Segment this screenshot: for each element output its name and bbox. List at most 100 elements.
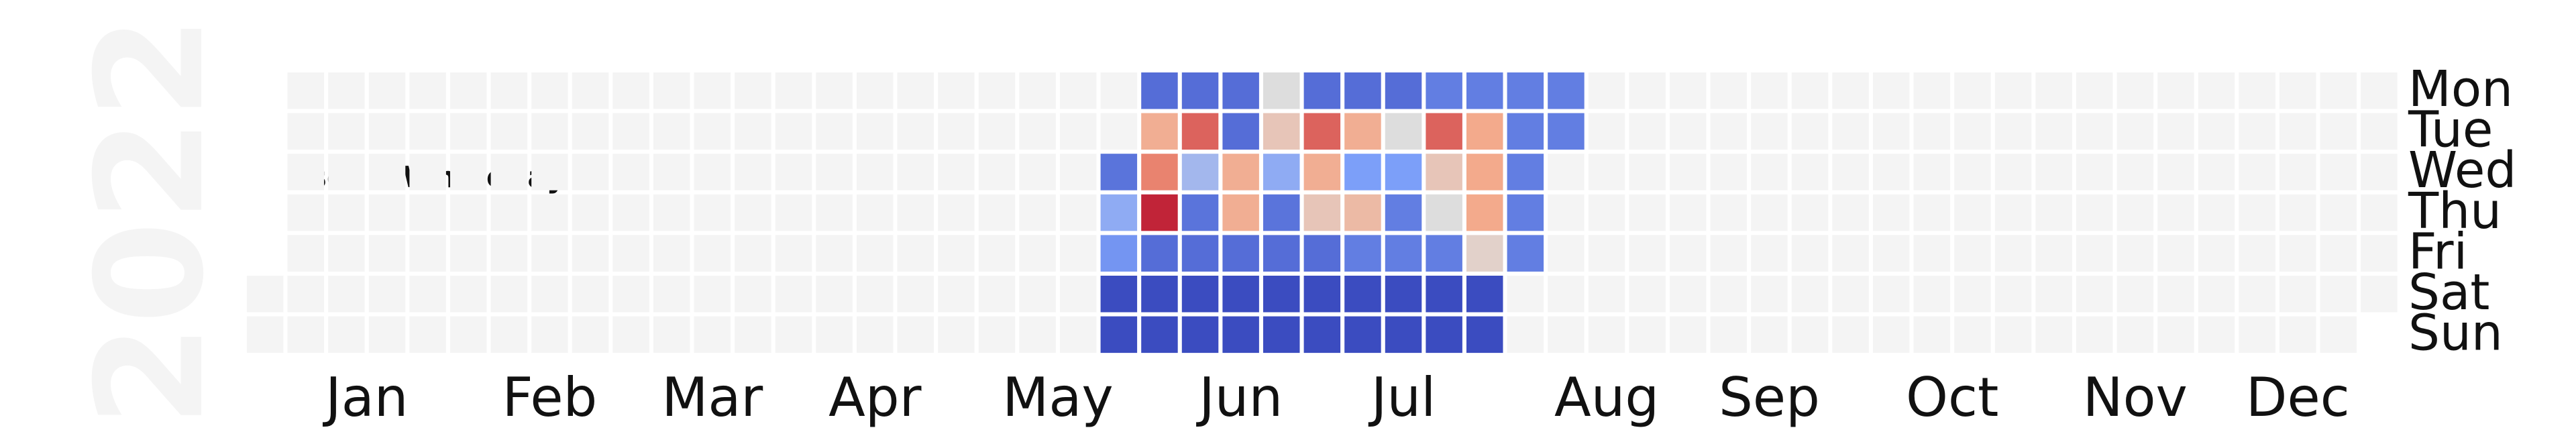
heatmap-cell — [694, 154, 731, 190]
heatmap-cell — [653, 235, 690, 272]
heatmap-cell — [1751, 316, 1788, 353]
heatmap-cell — [1019, 316, 1056, 353]
heatmap-cell — [572, 276, 609, 313]
heatmap-cell — [1751, 154, 1788, 190]
heatmap-cell — [2157, 72, 2194, 109]
heatmap-cell — [2035, 316, 2072, 353]
heatmap-cell — [775, 154, 812, 190]
heatmap-cell — [1385, 235, 1422, 272]
heatmap-cell — [1832, 316, 1869, 353]
heatmap-cell — [735, 316, 771, 353]
heatmap-cell — [2116, 276, 2154, 313]
heatmap-cell — [450, 194, 487, 231]
heatmap-cell — [1426, 235, 1462, 272]
heatmap-cell — [1100, 154, 1138, 190]
heatmap-cell — [1670, 113, 1707, 150]
heatmap-cell — [2157, 113, 2194, 150]
heatmap-cell — [2157, 235, 2194, 272]
heatmap-cell — [1873, 113, 1910, 150]
weekday-label: Thu — [2408, 182, 2502, 240]
heatmap-cell — [2035, 72, 2072, 109]
heatmap-cell — [1954, 316, 1991, 353]
heatmap-cell — [1873, 72, 1910, 109]
heatmap-cell — [2361, 154, 2398, 190]
heatmap-cell — [1548, 194, 1585, 231]
weekday-label: Tue — [2408, 101, 2493, 159]
heatmap-cell — [735, 72, 771, 109]
heatmap-cell — [1466, 276, 1503, 313]
heatmap-cell — [2279, 235, 2316, 272]
heatmap-cell — [531, 316, 568, 353]
heatmap-cell — [857, 276, 894, 313]
heatmap-cell — [2076, 113, 2113, 150]
heatmap-cell — [1873, 154, 1910, 190]
heatmap-cell — [1832, 154, 1869, 190]
heatmap-cell — [490, 113, 528, 150]
heatmap-cell — [653, 113, 690, 150]
heatmap-cell — [450, 72, 487, 109]
heatmap-cell — [694, 113, 731, 150]
heatmap-cell — [1100, 316, 1138, 353]
heatmap-cell — [816, 235, 853, 272]
heatmap-cell — [2076, 194, 2113, 231]
heatmap-cell — [1548, 72, 1585, 109]
heatmap-cell — [816, 194, 853, 231]
heatmap-cell — [978, 113, 1016, 150]
heatmap-cell — [2320, 276, 2357, 313]
heatmap-cell — [1181, 316, 1219, 353]
heatmap-cell — [1710, 316, 1748, 353]
heatmap-cell — [775, 276, 812, 313]
heatmap-cell — [1507, 72, 1544, 109]
heatmap-cell — [612, 154, 649, 190]
heatmap-cell — [409, 72, 446, 109]
heatmap-cell — [978, 194, 1016, 231]
heatmap-cell — [1344, 113, 1381, 150]
heatmap-cell — [1629, 316, 1666, 353]
heatmap-cell — [978, 276, 1016, 313]
heatmap-cell — [1507, 113, 1544, 150]
heatmap-cell — [1588, 276, 1625, 313]
heatmap-cell — [287, 154, 325, 190]
heatmap-cell — [816, 154, 853, 190]
heatmap-cell — [2116, 235, 2154, 272]
heatmap-cell — [1344, 316, 1381, 353]
heatmap-cell — [938, 154, 975, 190]
heatmap-cell — [1222, 276, 1259, 313]
heatmap-cell — [938, 235, 975, 272]
heatmap-cell — [328, 316, 365, 353]
heatmap-cell — [1832, 194, 1869, 231]
heatmap-cell — [1954, 113, 1991, 150]
heatmap-cell — [735, 154, 771, 190]
heatmap-cell — [2239, 276, 2275, 313]
heatmap-cell — [1994, 194, 2032, 231]
heatmap-cell — [1181, 113, 1219, 150]
heatmap-cell — [2239, 235, 2275, 272]
month-label: Aug — [1554, 366, 1659, 429]
heatmap-cell — [368, 276, 406, 313]
weekday-label: Fri — [2408, 223, 2467, 280]
heatmap-cell — [409, 113, 446, 150]
heatmap-cell — [735, 113, 771, 150]
heatmap-cell — [612, 316, 649, 353]
heatmap-cell — [368, 154, 406, 190]
heatmap-cell — [2198, 113, 2235, 150]
heatmap-cell — [2157, 316, 2194, 353]
heatmap-cell — [1385, 276, 1422, 313]
heatmap-cell — [612, 113, 649, 150]
month-label: Dec — [2246, 366, 2350, 429]
heatmap-cell — [1629, 194, 1666, 231]
heatmap-cell — [328, 113, 365, 150]
heatmap-cell — [2361, 113, 2398, 150]
heatmap-cell — [1303, 194, 1341, 231]
heatmap-cell — [531, 72, 568, 109]
heatmap-cell — [1751, 235, 1788, 272]
heatmap-cell — [328, 154, 365, 190]
heatmap-cell — [409, 194, 446, 231]
heatmap-cell — [1141, 276, 1178, 313]
heatmap-cell — [1466, 72, 1503, 109]
heatmap-cell — [2279, 316, 2316, 353]
heatmap-cell — [816, 113, 853, 150]
heatmap-cell — [368, 194, 406, 231]
heatmap-cell — [2198, 316, 2235, 353]
